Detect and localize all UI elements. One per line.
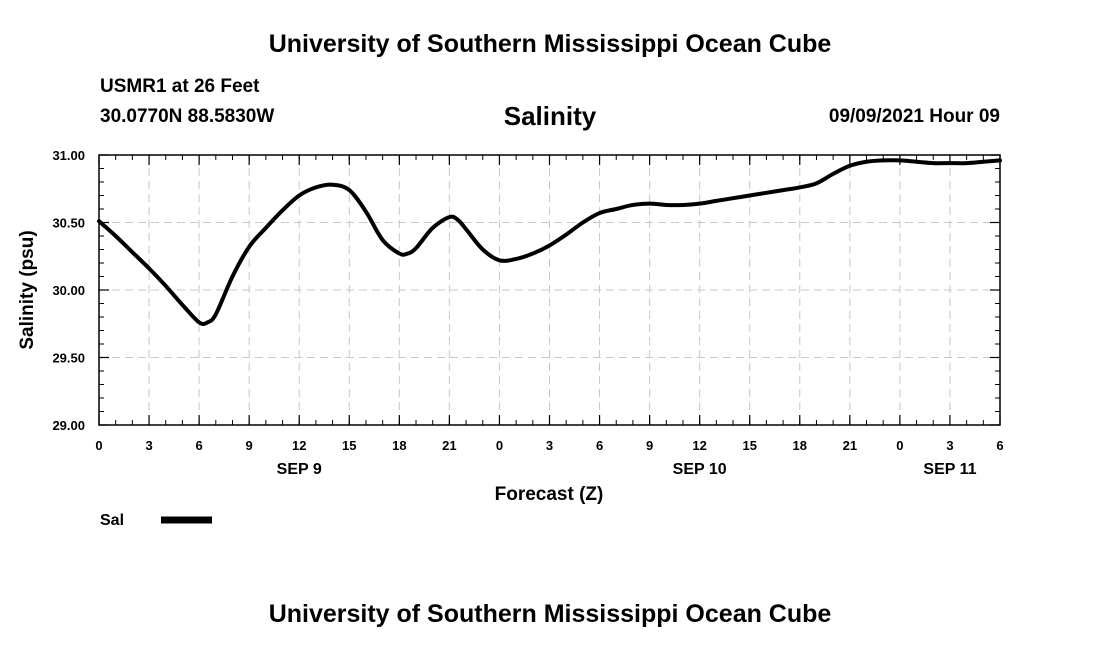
x-tick-label: 18 [793, 438, 807, 453]
x-tick-label: 12 [692, 438, 706, 453]
top-title: University of Southern Mississippi Ocean… [268, 30, 832, 58]
x-tick-label: 6 [195, 438, 202, 453]
x-tick-label: 3 [546, 438, 553, 453]
x-tick-label: 12 [292, 438, 306, 453]
x-tick-label: 6 [596, 438, 603, 453]
x-tick-label: 21 [843, 438, 857, 453]
series-line-sal [97, 158, 1002, 327]
chart-title: Salinity [503, 101, 597, 131]
legend-label: Sal [100, 512, 124, 529]
y-tick-label: 29.00 [52, 418, 85, 433]
x-tick-label: 9 [246, 438, 253, 453]
x-tick-label: 18 [392, 438, 406, 453]
x-tick-label: 0 [896, 438, 903, 453]
y-tick-label: 30.00 [52, 283, 85, 298]
label-layer: 29.00 29.50 30.00 30.50 31.00 0 3 6 9 12 15 18 21 0 3 6… [52, 148, 1003, 478]
station-label: USMR1 at 26 Feet [100, 76, 260, 97]
x-tick-label: 15 [742, 438, 756, 453]
x-tick-label: 3 [145, 438, 152, 453]
x-tick-label: 9 [646, 438, 653, 453]
x-tick-label: 0 [95, 438, 102, 453]
y-axis-label: Salinity (psu) [17, 230, 38, 349]
location-label: 30.0770N 88.5830W [100, 106, 275, 127]
forecast-time-label: 09/09/2021 Hour 09 [828, 106, 1000, 127]
x-tick-label: 6 [996, 438, 1003, 453]
y-tick-label: 30.50 [52, 216, 85, 231]
x-date-label: SEP 10 [673, 461, 727, 478]
x-axis-label: Forecast (Z) [495, 484, 604, 505]
bottom-title: University of Southern Mississippi Ocean… [268, 600, 832, 628]
x-date-label: SEP 11 [923, 461, 976, 478]
x-tick-label: 15 [342, 438, 356, 453]
x-date-label: SEP 9 [277, 461, 322, 478]
x-tick-label: 21 [442, 438, 456, 453]
x-tick-label: 3 [946, 438, 953, 453]
y-tick-label: 31.00 [52, 148, 85, 163]
grid-layer [99, 155, 1000, 425]
x-tick-label: 0 [496, 438, 503, 453]
y-tick-label: 29.50 [52, 351, 85, 366]
tick-layer [98, 154, 1001, 426]
